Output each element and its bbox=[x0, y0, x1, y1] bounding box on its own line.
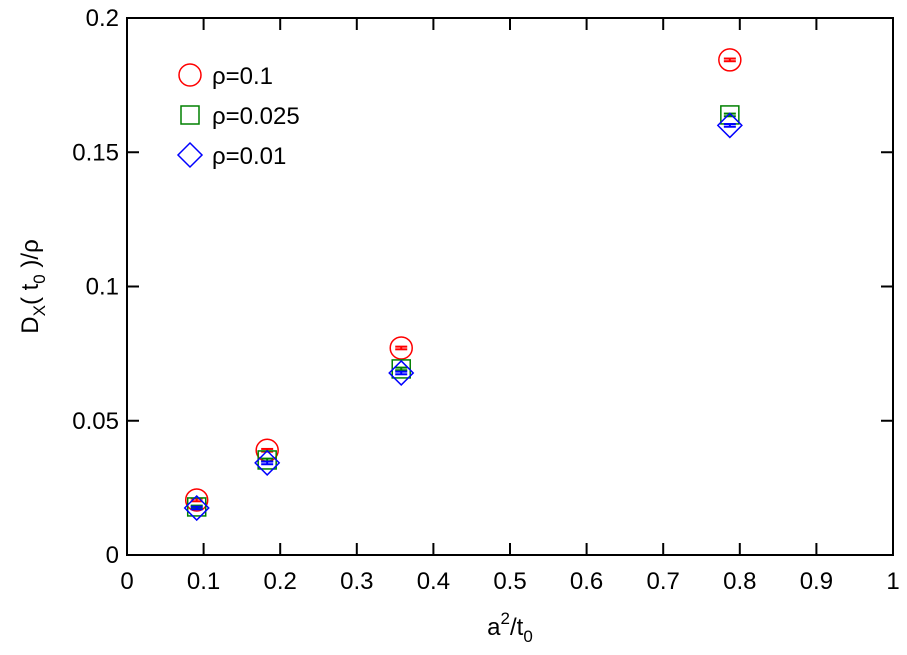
marker bbox=[180, 105, 200, 125]
label-part: /t bbox=[510, 614, 524, 641]
x-tick-label: 0.8 bbox=[723, 568, 756, 595]
error-bar bbox=[395, 366, 408, 372]
legend-label: ρ=0.1 bbox=[212, 63, 273, 90]
error-bar bbox=[723, 57, 736, 63]
x-tick-label: 0.7 bbox=[647, 568, 680, 595]
marker bbox=[388, 359, 415, 387]
y-tick-label: 0.2 bbox=[86, 5, 119, 32]
label-part: D bbox=[17, 316, 44, 333]
marker bbox=[389, 336, 413, 360]
label-part: 0 bbox=[30, 274, 49, 283]
x-tick-label: 0.3 bbox=[340, 568, 373, 595]
x-axis-label: a2​/t0​ bbox=[487, 609, 533, 646]
x-tick-label: 0.6 bbox=[570, 568, 603, 595]
x-tick-label: 0.2 bbox=[264, 568, 297, 595]
marker bbox=[176, 141, 204, 169]
x-tick-label: 0.5 bbox=[493, 568, 526, 595]
marker bbox=[718, 48, 742, 72]
label-part: )/ρ bbox=[17, 239, 44, 274]
marker bbox=[254, 449, 281, 476]
x-tick-label: 0 bbox=[120, 568, 133, 595]
marker bbox=[186, 497, 207, 517]
label-part: a bbox=[487, 614, 501, 641]
label-part: ( t bbox=[17, 283, 44, 305]
y-tick-label: 0 bbox=[106, 542, 119, 569]
label-part: 0 bbox=[523, 627, 532, 646]
x-tick-label: 1 bbox=[886, 568, 899, 595]
marker bbox=[183, 494, 210, 522]
marker bbox=[178, 63, 202, 87]
y-tick-label: 0.05 bbox=[72, 408, 119, 435]
x-tick-label: 0.4 bbox=[417, 568, 450, 595]
legend-label: ρ=0.01 bbox=[212, 143, 286, 170]
error-bar bbox=[395, 370, 408, 376]
y-axis-label: DX​( t0​ )/ρ bbox=[17, 239, 49, 333]
error-bar bbox=[395, 345, 408, 351]
label-part: X bbox=[30, 305, 49, 316]
error-bar bbox=[723, 123, 736, 128]
marker bbox=[184, 488, 209, 512]
x-tick-label: 0.1 bbox=[187, 568, 220, 595]
label-part: 2 bbox=[501, 609, 510, 628]
y-tick-label: 0.1 bbox=[86, 274, 119, 301]
plot-frame bbox=[126, 17, 894, 556]
y-tick-label: 0.15 bbox=[72, 139, 119, 166]
legend-label: ρ=0.025 bbox=[212, 103, 300, 130]
error-bar bbox=[261, 460, 274, 466]
marker bbox=[716, 112, 743, 139]
x-tick-label: 0.9 bbox=[800, 568, 833, 595]
error-bar bbox=[190, 505, 203, 511]
